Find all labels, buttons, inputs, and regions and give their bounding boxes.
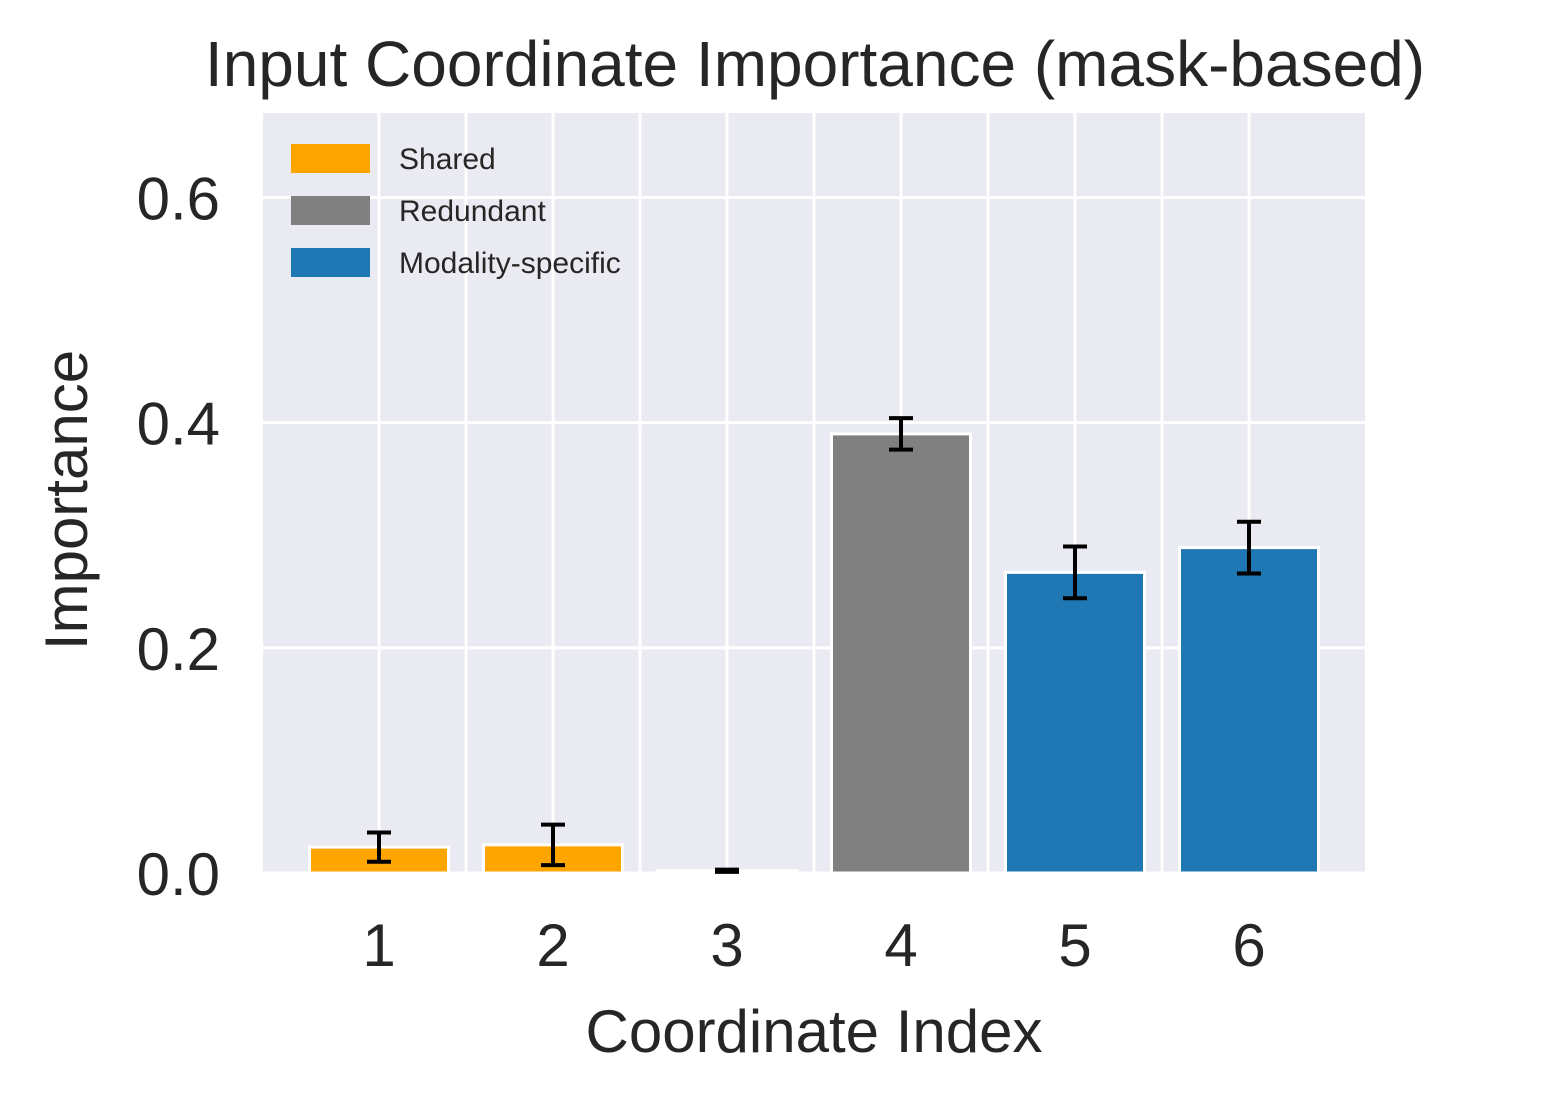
legend-swatch xyxy=(291,144,370,173)
grid xyxy=(263,113,1365,875)
error-bars xyxy=(367,416,1261,874)
legend-entry: Modality-specific xyxy=(291,247,621,280)
y-axis-label: Importance xyxy=(33,350,100,650)
x-tick-label: 3 xyxy=(710,912,743,979)
x-tick-label: 2 xyxy=(536,912,569,979)
legend-label: Redundant xyxy=(399,195,546,228)
x-tick-label: 5 xyxy=(1058,912,1091,979)
bar-5 xyxy=(1004,570,1146,875)
x-axis-ticks: 1 2 3 4 5 6 xyxy=(362,912,1265,979)
error-bar-3 xyxy=(715,867,739,874)
y-axis-ticks: 0.0 0.2 0.4 0.6 xyxy=(137,165,220,908)
legend-entry: Redundant xyxy=(291,195,546,228)
x-tick-label: 1 xyxy=(362,912,395,979)
y-tick-label: 0.6 xyxy=(137,165,220,232)
y-tick-label: 0.2 xyxy=(137,616,220,683)
x-tick-label: 4 xyxy=(884,912,917,979)
legend-label: Modality-specific xyxy=(399,247,621,280)
x-tick-label: 6 xyxy=(1232,912,1265,979)
x-axis-label: Coordinate Index xyxy=(586,998,1043,1065)
error-bar-2 xyxy=(541,822,565,868)
legend-swatch xyxy=(291,248,370,277)
error-bar-6 xyxy=(1237,519,1261,576)
bars xyxy=(308,432,1320,875)
error-bar-5 xyxy=(1063,544,1087,601)
error-bar-1 xyxy=(367,830,391,864)
bar-6 xyxy=(1178,546,1320,875)
legend: Shared Redundant Modality-specific xyxy=(291,143,621,280)
chart-title: Input Coordinate Importance (mask-based) xyxy=(205,28,1425,100)
error-bar-4 xyxy=(889,416,913,452)
legend-swatch xyxy=(291,196,370,225)
legend-label: Shared xyxy=(399,143,496,176)
legend-entry: Shared xyxy=(291,143,496,176)
y-tick-label: 0.4 xyxy=(137,391,220,458)
bar-4 xyxy=(830,432,972,875)
y-tick-label: 0.0 xyxy=(137,841,220,908)
